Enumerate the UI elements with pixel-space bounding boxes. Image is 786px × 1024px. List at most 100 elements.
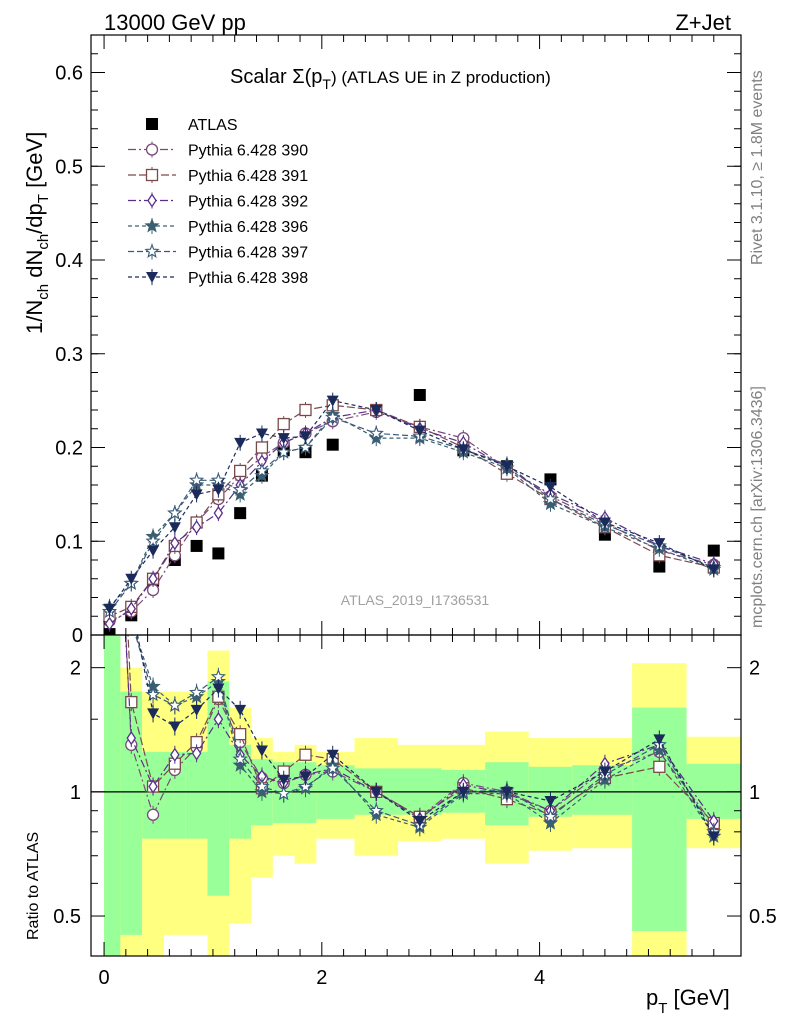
series-line-p397	[109, 416, 715, 612]
main-ytick-label: 0.6	[55, 63, 83, 85]
marker-p398	[500, 461, 513, 473]
marker-p398	[299, 431, 312, 443]
ratio-axis-ticks: 0.5 0.5 1 1 2 2 0 2 4	[53, 635, 777, 989]
ratio-marker-p398	[255, 745, 268, 757]
ratio-bands-layer	[91, 635, 741, 956]
series-line-p391	[109, 404, 714, 617]
marker-data	[234, 507, 247, 520]
marker-p398	[598, 517, 611, 529]
ratio-marker-p397	[232, 751, 248, 766]
ratio-marker-p391	[125, 695, 138, 709]
marker-p397	[188, 472, 205, 487]
ratio-xtick-label: 0	[99, 967, 110, 989]
ratio-marker-p391	[104, 250, 115, 261]
ratio-marker-p392	[106, 341, 114, 353]
ratio-marker-p398	[413, 815, 426, 827]
ratio-marker-p398	[104, 190, 116, 201]
ratio-marker-p392	[170, 747, 180, 762]
ratio-ylabel: Ratio to ATLAS	[25, 832, 42, 940]
marker-p397	[297, 439, 314, 454]
marker-data	[413, 389, 426, 401]
ratio-marker-p397	[542, 808, 559, 824]
ratio-marker-p398	[234, 704, 247, 716]
ratio-marker-p390	[104, 301, 115, 312]
marker-p391	[277, 417, 290, 431]
marker-p397	[254, 462, 270, 478]
main-series-layer	[101, 389, 722, 635]
legend-label-p397: Pythia 6.428 397	[188, 245, 308, 262]
marker-p392	[170, 535, 180, 551]
ratio-series-layer	[104, 190, 722, 846]
xlabel-tail: [GeV]	[667, 985, 729, 1010]
main-ytick-label: 0.3	[55, 344, 83, 366]
marker-p398	[370, 405, 383, 416]
ratio-marker-p397	[254, 778, 270, 794]
ratio-frame	[90, 634, 742, 957]
marker-p398	[147, 545, 160, 557]
marker-p397	[325, 409, 341, 424]
ratio-marker-p397	[325, 760, 341, 775]
ratio-marker-p398	[598, 766, 611, 778]
ratio-xtick-label: 2	[316, 967, 327, 989]
ratio-ytick-label-left: 0.5	[53, 906, 81, 928]
uncertainty-band-inner	[104, 635, 121, 956]
ratio-marker-p392	[213, 712, 224, 727]
ratio-marker-p391	[234, 727, 247, 741]
legend-marker-p390	[145, 143, 159, 156]
ratio-marker-p398	[653, 734, 666, 746]
marker-p397	[167, 505, 183, 520]
marker-p398	[103, 603, 116, 615]
ratio-marker-p391	[653, 760, 666, 773]
ratio-ytick-label-right: 2	[749, 658, 760, 680]
main-ytick-label: 0.1	[55, 531, 83, 553]
main-title-sub: T	[322, 76, 331, 92]
legend-label-p392: Pythia 6.428 392	[188, 194, 308, 211]
legend-marker-p398	[146, 272, 158, 283]
marker-data	[326, 438, 339, 451]
main-panel: 0 0.1 0.2 0.3 0.4 0.5 0.6 Scalar Σ(pT) (ATLAS …	[22, 34, 742, 647]
marker-p392	[191, 520, 202, 535]
legend-label-p396: Pythia 6.428 396	[188, 219, 308, 236]
ratio-ytick-label-left: 2	[70, 658, 81, 680]
marker-p398	[277, 433, 290, 445]
ratio-marker-p392	[191, 746, 202, 761]
main-ytick-label: 0.5	[55, 156, 83, 178]
marker-p397	[542, 491, 559, 506]
ratio-ytick-label-right: 0.5	[749, 906, 777, 928]
marker-p398	[544, 481, 557, 493]
ratio-marker-p398	[277, 774, 290, 786]
ratio-marker-p398	[212, 683, 225, 695]
main-ytick-label: 0	[72, 625, 83, 647]
marker-data	[707, 544, 720, 557]
uncertainty-band-inner	[185, 751, 208, 839]
legend-label-p390: Pythia 6.428 390	[188, 143, 308, 160]
marker-p392	[148, 571, 158, 586]
ratio-marker-p398	[370, 786, 383, 798]
main-title: Scalar Σ(pT) (ATLAS UE in Z production)	[230, 66, 551, 92]
legend-label-p398: Pythia 6.428 398	[188, 270, 308, 287]
main-axis-ticks: 0 0.1 0.2 0.3 0.4 0.5 0.6	[55, 35, 741, 647]
xlabel-main: p	[646, 985, 658, 1010]
header-left: 13000 GeV pp	[104, 10, 246, 35]
legend-label-p391: Pythia 6.428 391	[188, 168, 308, 185]
ratio-marker-p391	[299, 748, 312, 761]
ratio-marker-p398	[500, 786, 513, 798]
ratio-marker-p392	[148, 779, 158, 794]
legend-label-data: ATLAS	[188, 117, 238, 134]
uncertainty-band-inner	[120, 691, 143, 935]
ratio-marker-p398	[707, 831, 720, 843]
ratio-marker-p390	[146, 808, 160, 821]
marker-p392	[213, 505, 224, 521]
rivet-label: Rivet 3.1.10, ≥ 1.8M events	[749, 70, 766, 265]
ratio-marker-p397	[188, 684, 205, 700]
marker-p391	[299, 403, 312, 417]
ratio-xlabel: pT [GeV]	[646, 985, 730, 1017]
ratio-marker-p392	[126, 730, 137, 746]
legend-marker-p392	[147, 193, 157, 208]
header-right: Z+Jet	[675, 10, 731, 35]
marker-p391	[234, 464, 247, 478]
marker-data	[190, 539, 203, 552]
marker-data	[653, 560, 666, 573]
marker-data	[212, 547, 225, 560]
